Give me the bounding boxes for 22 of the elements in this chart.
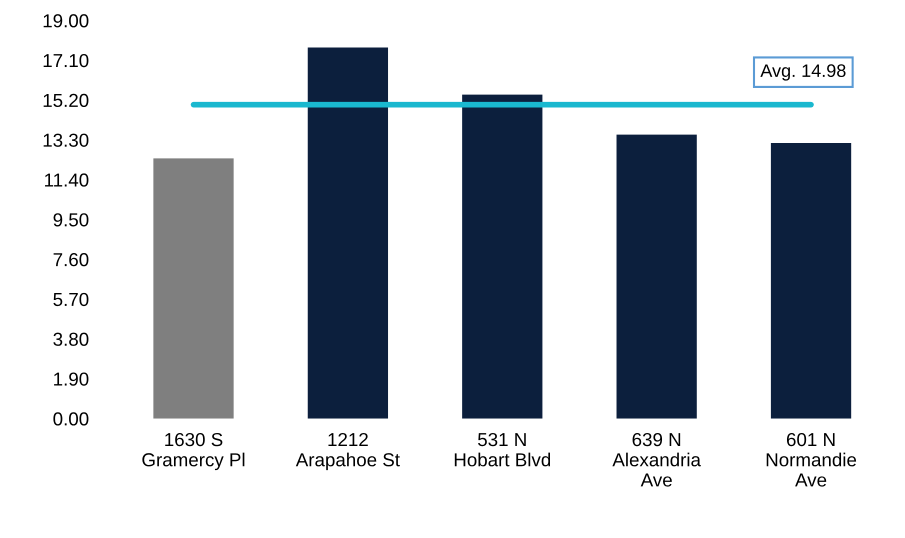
ref-line-label: Avg. 14.98 <box>760 64 846 81</box>
bar <box>462 94 542 419</box>
x-tick-label: 1630 S Gramercy Pl <box>142 432 244 470</box>
x-tick-label: 1212 Arapahoe St <box>296 432 400 470</box>
y-tick-label: 19.00 <box>44 14 88 28</box>
y-tick-label: 15.20 <box>44 94 88 108</box>
x-tick-label: 601 N Normandie Ave <box>766 432 856 487</box>
y-tick-label: 9.50 <box>54 213 88 226</box>
y-tick-label: 5.70 <box>53 292 88 306</box>
y-tick-label: 11.40 <box>45 173 88 187</box>
y-tick-label: 7.60 <box>54 253 88 266</box>
bar <box>308 47 388 419</box>
y-tick-label: 13.30 <box>44 134 88 147</box>
x-tick-label: 531 N Hobart Blvd <box>454 432 550 466</box>
bar <box>770 143 852 419</box>
y-tick-label: 1.90 <box>54 372 88 386</box>
y-tick-label: 0.00 <box>53 412 88 426</box>
x-tick-label: 639 N Alexandria Ave <box>612 432 701 487</box>
bar <box>153 158 234 419</box>
y-tick-label: 3.80 <box>53 332 88 346</box>
bar <box>616 134 697 419</box>
y-tick-label: 17.10 <box>44 54 88 68</box>
